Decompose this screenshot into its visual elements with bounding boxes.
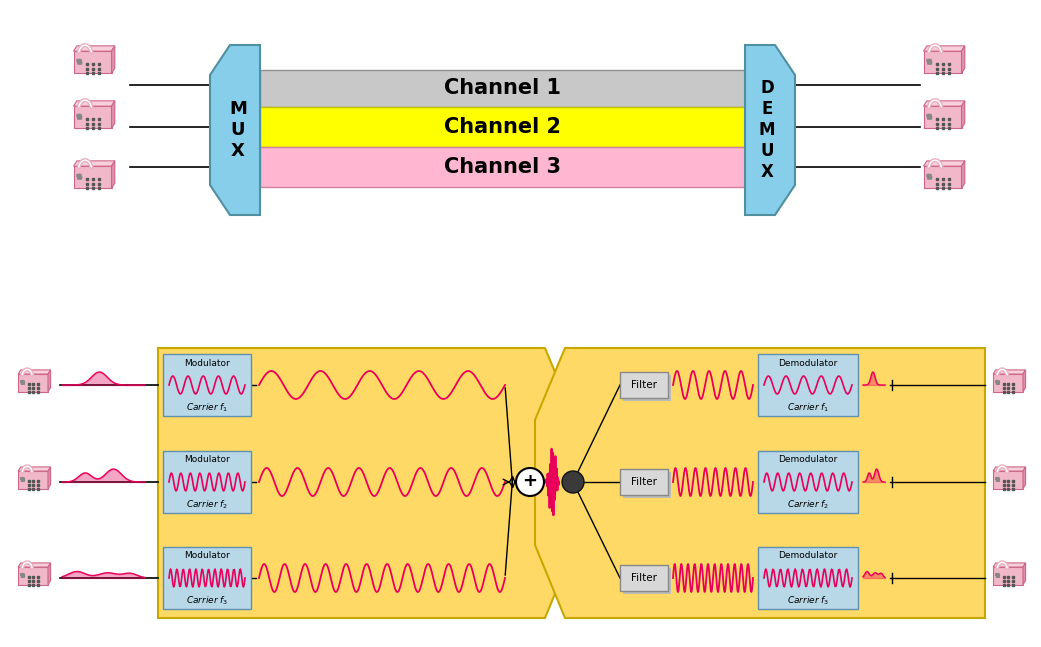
Text: Channel 2: Channel 2 bbox=[445, 117, 561, 137]
Polygon shape bbox=[111, 46, 115, 73]
Polygon shape bbox=[993, 467, 1025, 471]
Polygon shape bbox=[993, 563, 1025, 567]
Polygon shape bbox=[18, 374, 48, 391]
FancyBboxPatch shape bbox=[163, 547, 251, 609]
Text: Modulator: Modulator bbox=[184, 455, 230, 465]
FancyBboxPatch shape bbox=[620, 565, 668, 591]
Polygon shape bbox=[74, 51, 111, 73]
Text: Demodulator: Demodulator bbox=[779, 551, 838, 560]
Polygon shape bbox=[993, 567, 1023, 584]
Polygon shape bbox=[18, 370, 51, 374]
Text: Carrier $f_2$: Carrier $f_2$ bbox=[185, 499, 228, 511]
Polygon shape bbox=[923, 161, 965, 166]
FancyBboxPatch shape bbox=[260, 107, 745, 147]
Polygon shape bbox=[993, 370, 1025, 374]
FancyBboxPatch shape bbox=[758, 547, 858, 609]
Polygon shape bbox=[1023, 467, 1025, 488]
FancyBboxPatch shape bbox=[758, 354, 858, 416]
Text: Filter: Filter bbox=[631, 573, 657, 583]
FancyBboxPatch shape bbox=[260, 147, 745, 187]
Polygon shape bbox=[1023, 563, 1025, 584]
Text: Carrier $f_3$: Carrier $f_3$ bbox=[787, 595, 830, 608]
Polygon shape bbox=[74, 161, 115, 166]
FancyBboxPatch shape bbox=[260, 70, 745, 107]
Text: Carrier $f_1$: Carrier $f_1$ bbox=[787, 402, 830, 414]
Text: Modulator: Modulator bbox=[184, 358, 230, 367]
Polygon shape bbox=[923, 166, 962, 188]
Polygon shape bbox=[962, 161, 965, 188]
Polygon shape bbox=[962, 46, 965, 73]
Polygon shape bbox=[158, 348, 575, 618]
Text: Carrier $f_3$: Carrier $f_3$ bbox=[185, 595, 228, 608]
Polygon shape bbox=[74, 101, 115, 106]
Polygon shape bbox=[993, 374, 1023, 391]
Polygon shape bbox=[74, 166, 111, 188]
Polygon shape bbox=[18, 471, 48, 488]
Polygon shape bbox=[74, 106, 111, 128]
Polygon shape bbox=[18, 567, 48, 584]
Text: Channel 1: Channel 1 bbox=[445, 78, 561, 98]
FancyBboxPatch shape bbox=[620, 469, 668, 495]
FancyBboxPatch shape bbox=[623, 375, 671, 401]
Polygon shape bbox=[48, 467, 51, 488]
Polygon shape bbox=[48, 370, 51, 391]
Text: +: + bbox=[523, 472, 537, 490]
Text: M
U
X: M U X bbox=[229, 100, 247, 160]
FancyBboxPatch shape bbox=[623, 568, 671, 594]
Polygon shape bbox=[111, 101, 115, 128]
Text: Carrier $f_2$: Carrier $f_2$ bbox=[787, 499, 830, 511]
Circle shape bbox=[516, 468, 544, 496]
Polygon shape bbox=[111, 161, 115, 188]
FancyBboxPatch shape bbox=[163, 451, 251, 513]
Polygon shape bbox=[18, 467, 51, 471]
Polygon shape bbox=[74, 46, 115, 51]
FancyBboxPatch shape bbox=[620, 372, 668, 398]
Polygon shape bbox=[18, 563, 51, 567]
FancyBboxPatch shape bbox=[758, 451, 858, 513]
Polygon shape bbox=[923, 101, 965, 106]
Polygon shape bbox=[962, 101, 965, 128]
Text: D
E
M
U
X: D E M U X bbox=[759, 80, 776, 181]
Text: Demodulator: Demodulator bbox=[779, 455, 838, 465]
Polygon shape bbox=[1023, 370, 1025, 391]
Text: Carrier $f_1$: Carrier $f_1$ bbox=[185, 402, 228, 414]
Text: Demodulator: Demodulator bbox=[779, 358, 838, 367]
Text: Channel 3: Channel 3 bbox=[445, 157, 561, 177]
FancyBboxPatch shape bbox=[163, 354, 251, 416]
Polygon shape bbox=[923, 46, 965, 51]
Polygon shape bbox=[210, 45, 260, 215]
Text: Filter: Filter bbox=[631, 380, 657, 390]
Polygon shape bbox=[923, 51, 962, 73]
Text: Modulator: Modulator bbox=[184, 551, 230, 560]
Circle shape bbox=[562, 471, 584, 493]
Polygon shape bbox=[923, 106, 962, 128]
Polygon shape bbox=[745, 45, 795, 215]
Polygon shape bbox=[535, 348, 985, 618]
Polygon shape bbox=[48, 563, 51, 584]
FancyBboxPatch shape bbox=[623, 472, 671, 498]
Text: Filter: Filter bbox=[631, 477, 657, 487]
Polygon shape bbox=[993, 471, 1023, 488]
